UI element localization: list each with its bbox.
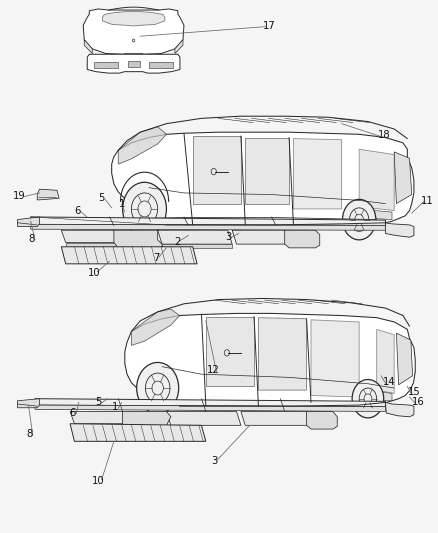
Polygon shape [112, 132, 414, 225]
Text: 18: 18 [378, 131, 391, 140]
Polygon shape [61, 230, 118, 243]
Polygon shape [18, 217, 39, 227]
Polygon shape [377, 329, 394, 393]
Polygon shape [158, 230, 232, 244]
Text: 6: 6 [70, 408, 76, 417]
Polygon shape [31, 224, 385, 230]
Polygon shape [66, 243, 118, 247]
Text: 10: 10 [92, 476, 105, 486]
Polygon shape [149, 61, 173, 68]
Polygon shape [293, 139, 342, 209]
Polygon shape [307, 411, 337, 429]
Text: 10: 10 [88, 268, 100, 278]
Polygon shape [102, 12, 165, 26]
Polygon shape [258, 318, 307, 390]
Polygon shape [131, 309, 180, 345]
Circle shape [343, 199, 376, 240]
Polygon shape [374, 211, 392, 220]
Polygon shape [87, 54, 180, 73]
Text: 6: 6 [74, 206, 80, 215]
Text: 8: 8 [26, 430, 32, 439]
Polygon shape [125, 313, 415, 406]
Polygon shape [241, 411, 311, 425]
Polygon shape [311, 320, 359, 397]
Polygon shape [18, 399, 39, 408]
Polygon shape [245, 138, 289, 204]
Polygon shape [84, 40, 92, 53]
Text: 12: 12 [207, 366, 220, 375]
Text: 14: 14 [383, 377, 395, 387]
Circle shape [137, 362, 179, 414]
Text: 1: 1 [112, 402, 118, 412]
Polygon shape [35, 399, 385, 407]
Polygon shape [35, 217, 377, 227]
Polygon shape [166, 411, 241, 425]
Polygon shape [118, 127, 166, 164]
Text: 8: 8 [28, 234, 35, 244]
Text: 3: 3 [225, 232, 231, 241]
Polygon shape [35, 405, 385, 411]
Text: 1: 1 [119, 199, 125, 208]
Text: 7: 7 [153, 253, 159, 263]
Polygon shape [124, 53, 143, 61]
Polygon shape [70, 424, 206, 441]
Text: 3: 3 [212, 456, 218, 466]
Polygon shape [385, 223, 414, 237]
Text: 16: 16 [412, 397, 425, 407]
Text: 5: 5 [95, 397, 101, 407]
Text: 19: 19 [13, 191, 26, 200]
Text: 15: 15 [408, 387, 421, 397]
Polygon shape [232, 230, 289, 244]
Polygon shape [37, 189, 59, 200]
Polygon shape [114, 230, 162, 248]
Polygon shape [385, 402, 414, 417]
Polygon shape [175, 40, 183, 53]
Text: 17: 17 [263, 21, 276, 30]
Text: 2: 2 [174, 237, 180, 247]
Polygon shape [285, 230, 320, 248]
Polygon shape [359, 149, 394, 211]
Polygon shape [396, 333, 413, 385]
Text: 5: 5 [99, 193, 105, 203]
Polygon shape [123, 411, 171, 429]
Polygon shape [394, 152, 412, 204]
Polygon shape [193, 136, 241, 204]
Polygon shape [70, 411, 127, 424]
Polygon shape [61, 247, 197, 264]
Polygon shape [378, 392, 392, 401]
Polygon shape [94, 61, 118, 68]
Circle shape [352, 379, 384, 418]
Polygon shape [31, 217, 385, 225]
Polygon shape [83, 9, 184, 54]
Text: 11: 11 [420, 197, 434, 206]
Polygon shape [127, 61, 140, 67]
Circle shape [123, 182, 166, 236]
Polygon shape [162, 244, 232, 248]
Polygon shape [206, 317, 254, 386]
